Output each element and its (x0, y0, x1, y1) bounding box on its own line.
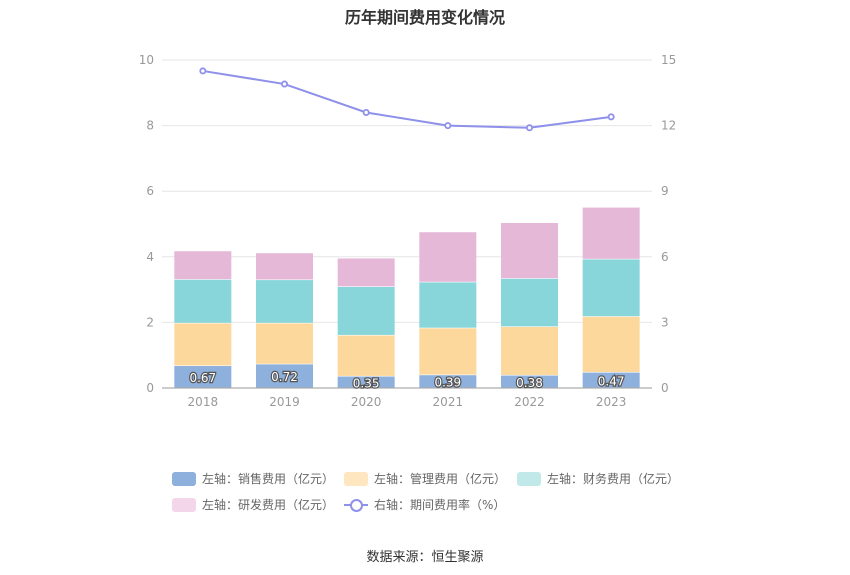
bar-3-2023 (582, 207, 640, 259)
line-point (526, 124, 534, 132)
bar-data-label: 0.35 (353, 376, 380, 390)
bar-3-2021 (419, 232, 477, 282)
bar-1-2022 (501, 326, 558, 375)
left-tick-label: 10 (139, 53, 154, 67)
line-expense-rate (202, 69, 612, 129)
line-series-group (199, 67, 615, 132)
bar-label-group: 0.67 0.72 0.35 0.39 0.38 0.47 (188, 369, 625, 391)
legend-item-finance[interactable]: 左轴：财务费用（亿元） (517, 470, 679, 487)
bar-3-2019 (256, 253, 313, 280)
bar-3-2020 (337, 258, 395, 287)
chart-plot-area: 0 2 4 6 8 10 0 3 6 9 12 15 0.67 0.72 0.35 0.39 0.38 0.4… (139, 53, 677, 409)
bar-1-2021 (419, 328, 477, 375)
x-tick-label: 2023 (596, 395, 627, 409)
bar-1-2018 (174, 323, 232, 366)
line-point (607, 113, 615, 121)
x-tick-label: 2022 (514, 395, 545, 409)
x-axis-ticks: 2018 2019 2020 2021 2022 2023 (188, 395, 627, 409)
bar-0-2019 (256, 364, 313, 388)
legend-item-expense-rate[interactable]: 右轴：期间费用率（%） (344, 496, 505, 513)
bar-2-2023 (582, 259, 640, 317)
x-tick-label: 2018 (188, 395, 219, 409)
grid-lines (162, 59, 652, 389)
bar-data-label: 0.47 (598, 374, 625, 388)
bar-2-2019 (256, 280, 313, 323)
right-tick-label: 9 (661, 184, 669, 198)
bar-0-2021 (419, 375, 477, 388)
legend-label-sales: 左轴：销售费用（亿元） (202, 472, 335, 486)
bar-1-2023 (582, 316, 640, 372)
legend-item-rnd[interactable]: 左轴：研发费用（亿元） (172, 496, 334, 513)
x-tick-label: 2019 (269, 395, 300, 409)
bar-1-2020 (337, 335, 395, 376)
legend-swatch-rnd (172, 497, 196, 512)
legend-swatch-expense-rate (344, 498, 368, 512)
bar-data-label: 0.67 (189, 371, 216, 385)
bar-group (174, 207, 640, 388)
bar-data-label: 0.38 (516, 376, 543, 390)
left-tick-label: 2 (146, 315, 154, 329)
left-tick-label: 8 (146, 119, 154, 133)
legend-label-finance: 左轴：财务费用（亿元） (547, 472, 680, 486)
bar-3-2018 (174, 251, 232, 280)
line-point (444, 122, 452, 130)
bar-3-2022 (501, 223, 558, 279)
legend-label-expense-rate: 右轴：期间费用率（%） (374, 498, 506, 512)
legend-swatch-sales (172, 471, 196, 486)
legend-swatch-admin (344, 471, 368, 486)
bar-0-2018 (174, 366, 232, 388)
bar-2-2020 (337, 286, 395, 335)
left-tick-label: 6 (146, 184, 154, 198)
chart-title: 历年期间费用变化情况 (344, 8, 505, 27)
bar-0-2020 (337, 376, 395, 388)
data-source: 数据来源：恒生聚源 (366, 550, 484, 565)
right-axis-ticks: 0 3 6 9 12 15 (661, 53, 676, 395)
bar-0-2023 (582, 372, 640, 388)
bar-2-2022 (501, 278, 558, 327)
right-tick-label: 6 (661, 250, 669, 264)
legend-label-admin: 左轴：管理费用（亿元） (374, 472, 507, 486)
bar-2-2021 (419, 282, 477, 328)
left-tick-label: 0 (146, 381, 154, 395)
left-axis-ticks: 0 2 4 6 8 10 (139, 53, 154, 395)
right-tick-label: 0 (661, 381, 669, 395)
bar-0-2022 (501, 375, 558, 388)
x-tick-label: 2021 (433, 395, 464, 409)
legend-swatch-finance (517, 471, 541, 486)
bar-2-2018 (174, 279, 232, 323)
right-tick-label: 15 (661, 53, 676, 67)
legend-item-admin[interactable]: 左轴：管理费用（亿元） (344, 470, 506, 487)
line-point (280, 80, 288, 88)
line-point (199, 67, 207, 75)
right-tick-label: 12 (661, 119, 676, 133)
bar-data-label: 0.39 (434, 376, 461, 390)
line-point (362, 108, 370, 116)
right-tick-label: 3 (661, 315, 669, 329)
left-tick-label: 4 (146, 250, 154, 264)
legend-item-sales[interactable]: 左轴：销售费用（亿元） (172, 470, 334, 487)
bar-data-label: 0.72 (271, 370, 298, 384)
bar-1-2019 (256, 323, 313, 364)
legend-label-rnd: 左轴：研发费用（亿元） (202, 498, 335, 512)
x-tick-label: 2020 (351, 395, 382, 409)
